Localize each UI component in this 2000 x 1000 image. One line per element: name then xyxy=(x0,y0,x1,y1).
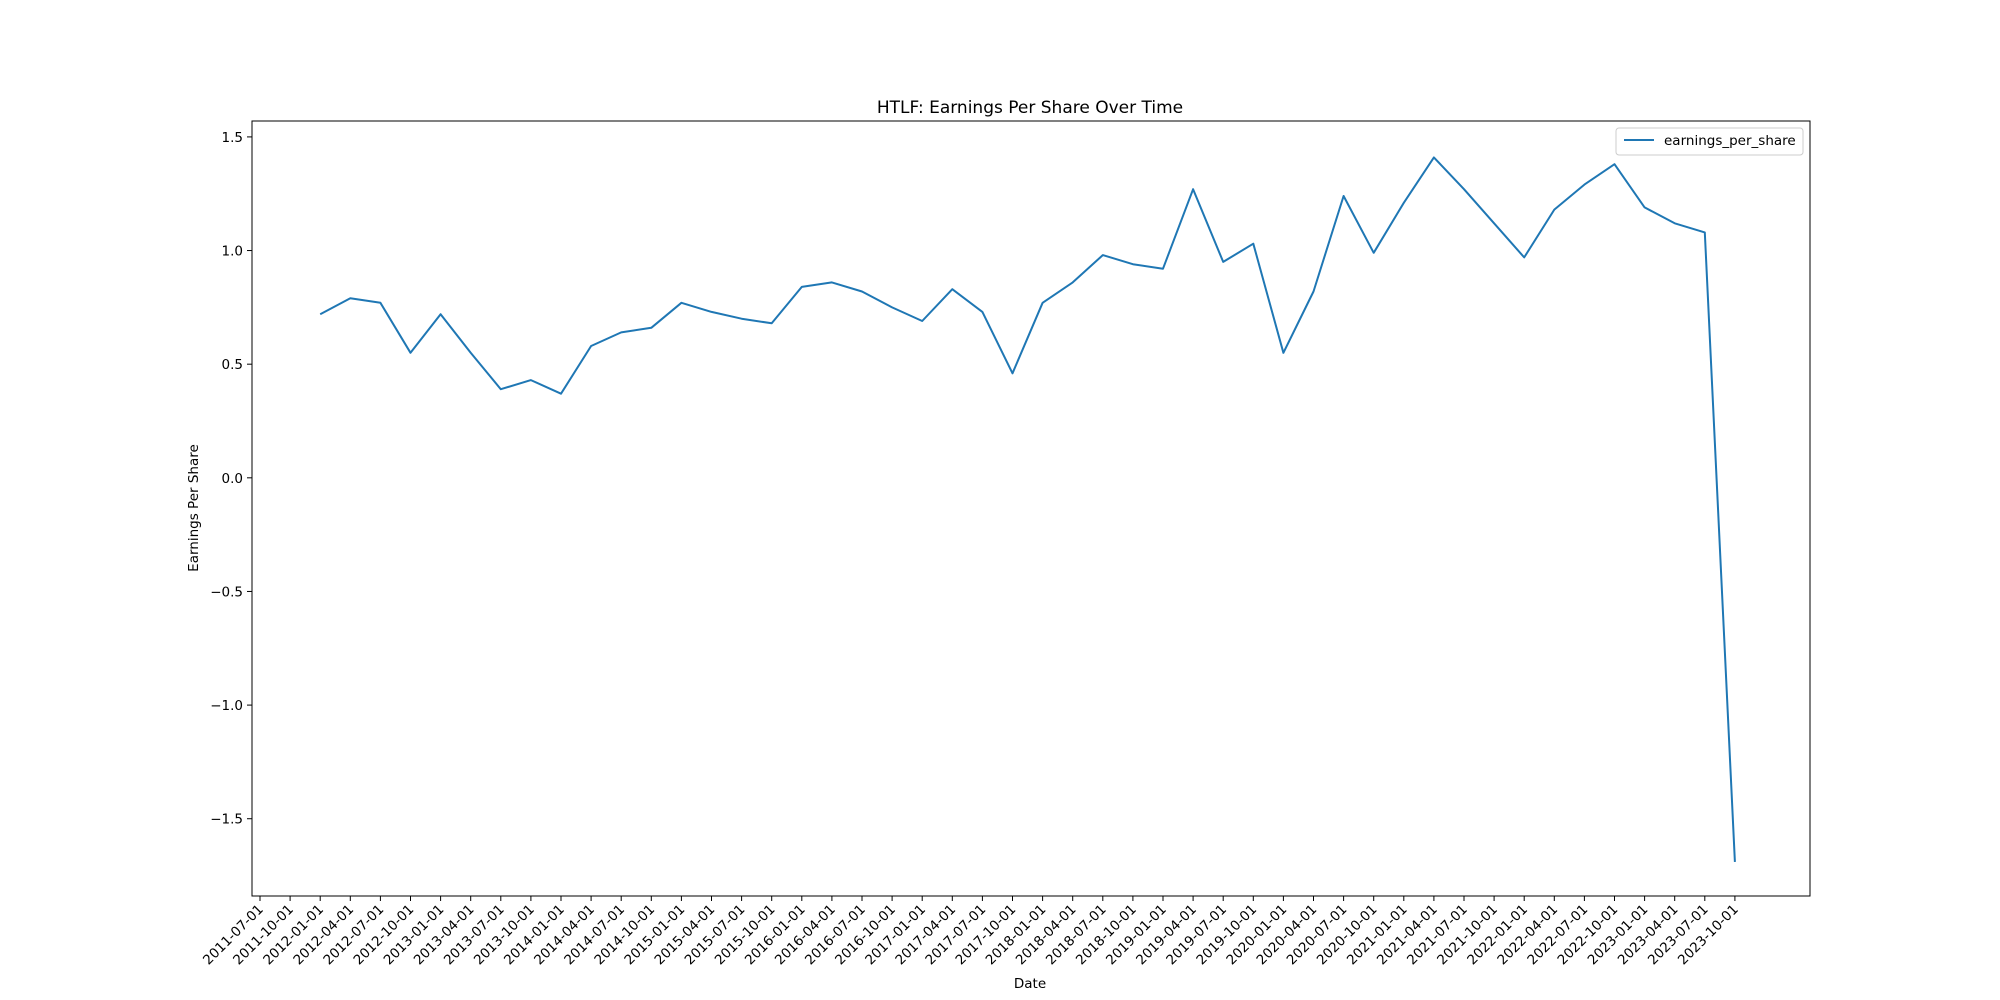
plot-area: 1.51.00.50.0−0.5−1.0−1.5 2011-07-012011-… xyxy=(200,120,1811,968)
chart-title: HTLF: Earnings Per Share Over Time xyxy=(877,98,1183,118)
legend-box xyxy=(1615,127,1804,156)
y-tick-label: 1.5 xyxy=(222,130,243,146)
y-axis-label: Earnings Per Share xyxy=(186,444,202,572)
y-tick-label: 1.0 xyxy=(222,244,243,260)
y-tick-label: −1.5 xyxy=(210,812,243,828)
axes-frame xyxy=(251,120,1811,897)
series-layer xyxy=(319,156,1736,862)
series-line-earnings_per_share xyxy=(319,156,1736,862)
y-axis: 1.5 1.0 0.5 0.0 −0.5 −1.0 −1.5 xyxy=(210,130,252,828)
legend-label: earnings_per_share xyxy=(1664,133,1796,149)
y-tick-label: 0.5 xyxy=(222,357,243,373)
x-axis-label: Date xyxy=(1014,976,1046,992)
y-tick-label: −0.5 xyxy=(210,584,243,600)
legend: earnings_per_share xyxy=(1615,127,1804,156)
y-tick-label: −1.0 xyxy=(210,698,243,714)
y-tick-label: 0.0 xyxy=(222,471,243,487)
